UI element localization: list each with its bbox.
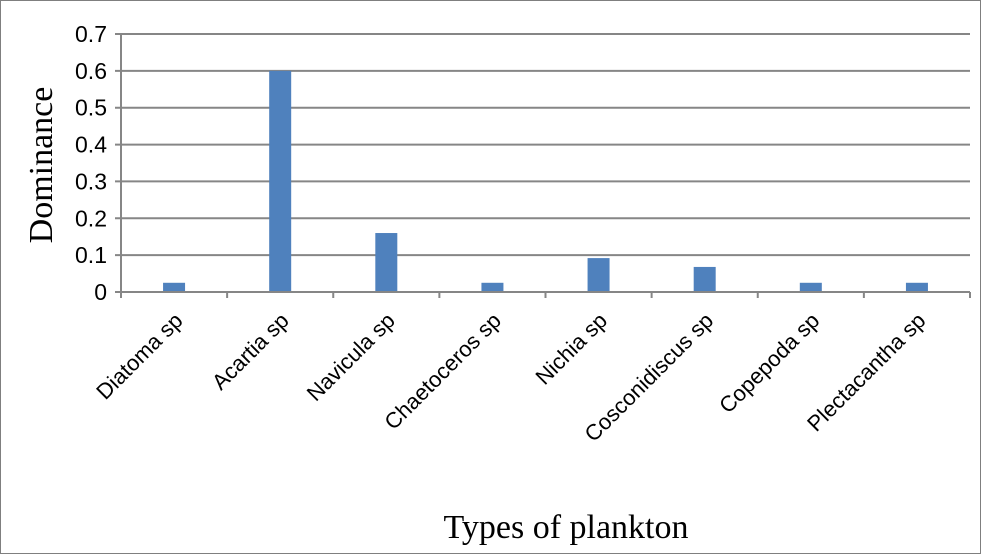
bar xyxy=(481,282,504,292)
bar xyxy=(799,282,822,292)
y-tick-label: 0.1 xyxy=(75,242,107,268)
bar xyxy=(269,70,292,292)
x-tick-label: Acartia sp xyxy=(207,308,294,395)
y-tick-labels: 0 0.1 0.2 0.3 0.4 0.5 0.6 0.7 xyxy=(75,21,107,305)
y-axis-title: Dominance xyxy=(23,87,60,244)
bars xyxy=(163,70,928,292)
bar xyxy=(693,266,716,292)
gridlines xyxy=(115,33,970,257)
bar xyxy=(163,282,186,292)
x-axis-title: Types of plankton xyxy=(443,509,688,546)
y-tick-label: 0.4 xyxy=(75,132,107,158)
x-tick-label: Copepoda sp xyxy=(714,308,824,418)
x-tick-label: Diatoma sp xyxy=(91,308,187,404)
y-tick-label: 0.7 xyxy=(75,21,107,47)
y-tick-label: 0.3 xyxy=(75,168,107,194)
y-tick-label: 0.5 xyxy=(75,95,107,121)
x-tick-label: Nichia sp xyxy=(530,308,612,390)
y-tick-label: 0.2 xyxy=(75,205,107,231)
y-tick-label: 0.6 xyxy=(75,58,107,84)
x-tick-labels: Diatoma sp Acartia sp Navicula spChaetocer… xyxy=(91,308,930,447)
y-tick-label: 0 xyxy=(94,279,107,305)
axes xyxy=(115,34,971,298)
bar xyxy=(375,233,398,292)
bar xyxy=(905,282,928,292)
bar xyxy=(587,258,610,292)
x-tick-label: Navicula sp xyxy=(302,308,400,406)
